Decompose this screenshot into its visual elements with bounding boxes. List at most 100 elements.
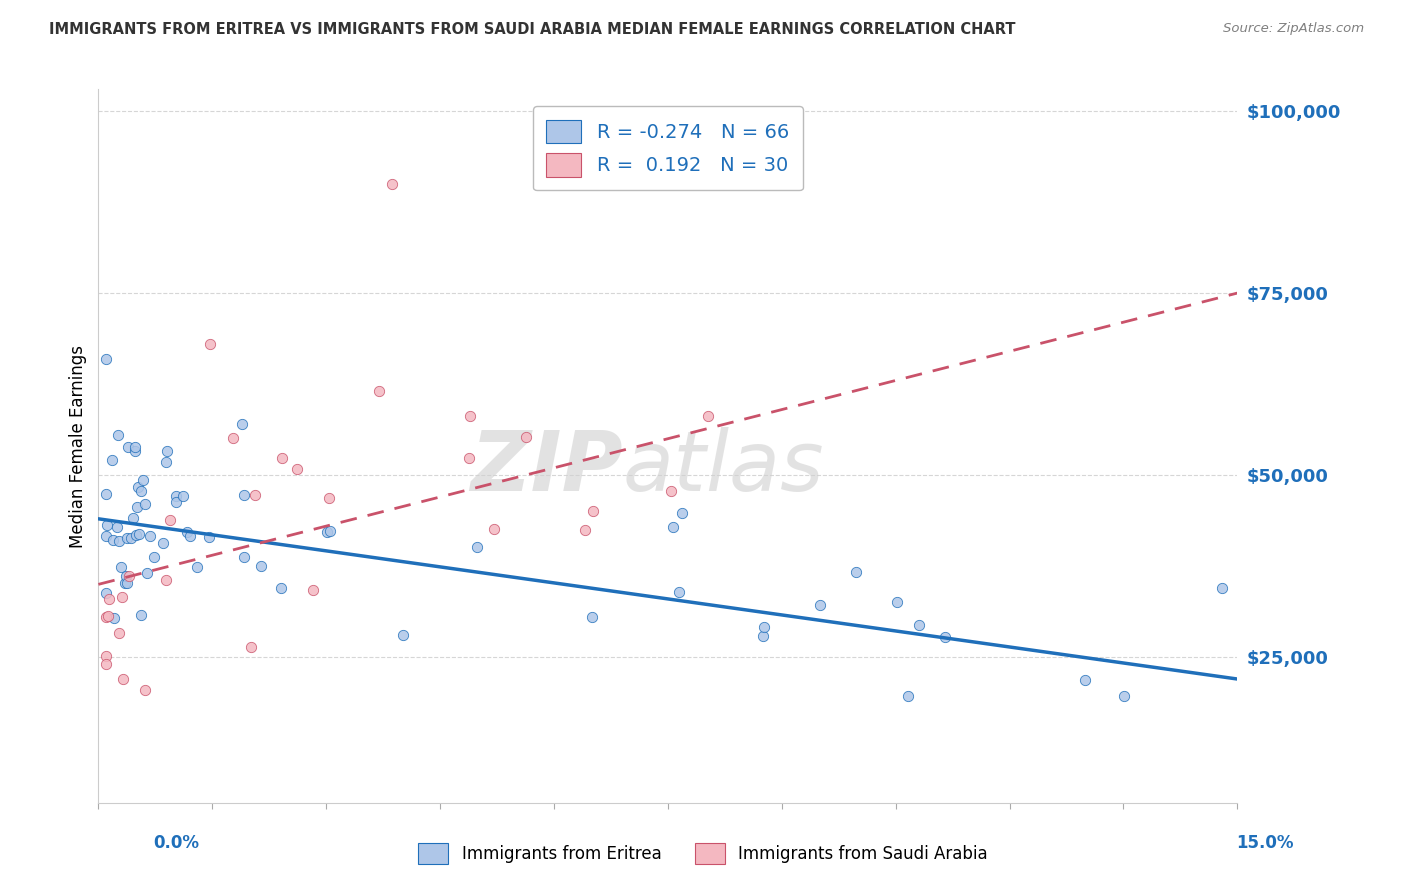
Text: ZIP: ZIP [470, 427, 623, 508]
Point [179, 528, 201, 542]
Point [176, 524, 198, 539]
Point [111, 590, 134, 604]
Point [222, 430, 245, 444]
Text: atlas: atlas [623, 427, 824, 508]
Point [845, 565, 868, 579]
Point [1114, 689, 1136, 703]
Point [934, 630, 956, 644]
Point [186, 560, 208, 574]
Point [101, 453, 124, 467]
Point [897, 689, 920, 703]
Point [120, 531, 142, 545]
Point [1074, 673, 1097, 687]
Point [108, 534, 131, 549]
Point [94, 351, 117, 366]
Point [200, 337, 222, 351]
Point [156, 443, 179, 458]
Point [752, 629, 775, 643]
Point [166, 495, 188, 509]
Point [465, 541, 488, 555]
Point [112, 672, 135, 686]
Point [661, 520, 683, 534]
Text: 15.0%: 15.0% [1237, 834, 1294, 852]
Point [127, 480, 149, 494]
Point [165, 489, 187, 503]
Point [135, 566, 157, 580]
Point [117, 440, 139, 454]
Point [198, 530, 221, 544]
Point [574, 523, 596, 537]
Point [134, 683, 156, 698]
Point [752, 620, 775, 634]
Point [97, 608, 120, 623]
Point [115, 531, 138, 545]
Point [318, 491, 340, 506]
Point [270, 451, 292, 466]
Point [152, 536, 174, 550]
Point [319, 524, 342, 539]
Point [114, 576, 136, 591]
Point [316, 524, 339, 539]
Point [392, 628, 415, 642]
Point [659, 484, 682, 499]
Point [233, 488, 256, 502]
Point [94, 648, 117, 663]
Point [118, 568, 141, 582]
Text: IMMIGRANTS FROM ERITREA VS IMMIGRANTS FROM SAUDI ARABIA MEDIAN FEMALE EARNINGS C: IMMIGRANTS FROM ERITREA VS IMMIGRANTS FR… [49, 22, 1015, 37]
Point [94, 610, 117, 624]
Legend: Immigrants from Eritrea, Immigrants from Saudi Arabia: Immigrants from Eritrea, Immigrants from… [412, 837, 994, 871]
Point [94, 529, 117, 543]
Point [132, 473, 155, 487]
Point [285, 462, 308, 476]
Point [243, 488, 266, 502]
Point [697, 409, 720, 423]
Point [457, 451, 479, 466]
Point [94, 657, 117, 671]
Point [108, 626, 131, 640]
Point [172, 489, 194, 503]
Y-axis label: Median Female Earnings: Median Female Earnings [69, 344, 87, 548]
Point [582, 504, 605, 518]
Point [129, 484, 152, 499]
Point [128, 527, 150, 541]
Text: Source: ZipAtlas.com: Source: ZipAtlas.com [1223, 22, 1364, 36]
Point [668, 585, 690, 599]
Point [231, 417, 253, 431]
Point [125, 500, 148, 515]
Point [139, 529, 162, 543]
Point [250, 558, 273, 573]
Point [671, 507, 693, 521]
Point [134, 497, 156, 511]
Point [159, 513, 181, 527]
Point [129, 608, 152, 623]
Point [94, 586, 117, 600]
Point [808, 598, 831, 612]
Point [240, 640, 263, 655]
Legend: R = -0.274   N = 66, R =  0.192   N = 30: R = -0.274 N = 66, R = 0.192 N = 30 [533, 106, 803, 191]
Point [482, 522, 505, 536]
Point [270, 582, 292, 596]
Text: 0.0%: 0.0% [153, 834, 198, 852]
Point [302, 583, 325, 598]
Point [886, 595, 908, 609]
Point [155, 573, 177, 587]
Point [122, 511, 145, 525]
Point [368, 384, 391, 398]
Point [233, 549, 256, 564]
Point [907, 618, 929, 632]
Point [460, 409, 482, 424]
Point [94, 487, 117, 501]
Point [143, 549, 166, 564]
Point [115, 576, 138, 591]
Point [110, 560, 132, 574]
Point [124, 443, 146, 458]
Point [101, 533, 124, 547]
Point [515, 430, 537, 444]
Point [103, 611, 125, 625]
Point [1211, 581, 1233, 595]
Point [96, 517, 118, 532]
Point [124, 441, 146, 455]
Point [380, 177, 402, 191]
Point [107, 519, 129, 533]
Point [98, 592, 121, 607]
